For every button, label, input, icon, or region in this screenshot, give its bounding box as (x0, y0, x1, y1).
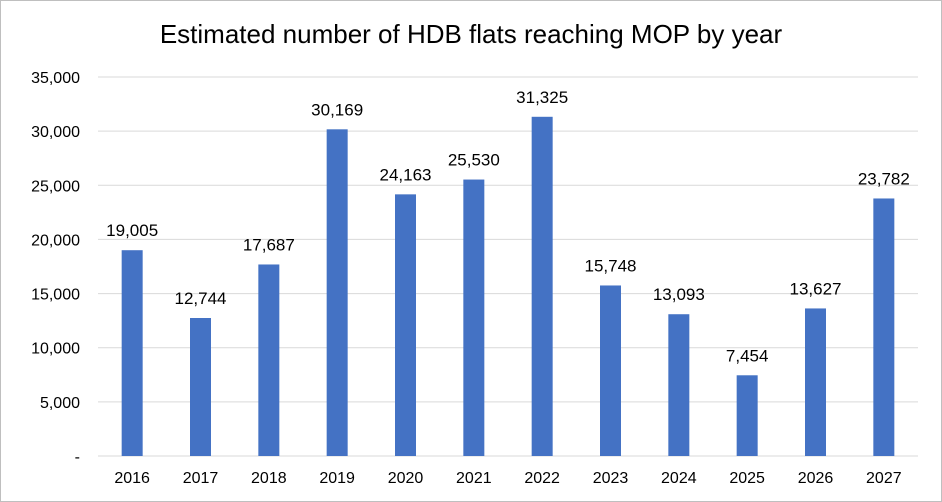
x-axis-ticks: 2016 2017 2018 2019 2020 2021 2022 2023 2024 2025… (114, 470, 901, 487)
y-tick-label: - (75, 449, 80, 466)
bar-2017 (190, 318, 211, 456)
bar-2023 (600, 285, 621, 456)
data-label-2021: 25,530 (448, 151, 500, 170)
data-label-2023: 15,748 (585, 256, 637, 275)
y-tick-label: 35,000 (31, 70, 80, 87)
x-tick-label: 2019 (319, 470, 355, 487)
y-tick-label: 10,000 (31, 341, 80, 358)
bar-2026 (805, 308, 826, 456)
x-tick-label: 2021 (456, 470, 492, 487)
bar-2021 (463, 179, 485, 456)
y-tick-label: 5,000 (40, 395, 80, 412)
data-labels: 19,005 12,744 17,687 30,169 24,163 25,530 31,3… (106, 88, 910, 365)
bar-2027 (873, 198, 895, 456)
x-tick-label: 2022 (524, 470, 560, 487)
x-tick-label: 2027 (866, 470, 902, 487)
data-label-2018: 17,687 (243, 235, 295, 254)
x-tick-label: 2025 (729, 470, 765, 487)
data-label-2016: 19,005 (106, 221, 158, 240)
bar-2018 (258, 264, 280, 456)
y-tick-label: 30,000 (31, 124, 80, 141)
data-label-2027: 23,782 (858, 169, 910, 188)
bar-2022 (531, 116, 553, 457)
data-label-2025: 7,454 (726, 346, 769, 365)
bar-2016 (121, 250, 143, 456)
x-tick-label: 2026 (798, 470, 834, 487)
y-tick-label: 15,000 (31, 287, 80, 304)
x-tick-label: 2016 (114, 470, 150, 487)
x-tick-label: 2018 (251, 470, 287, 487)
y-tick-label: 25,000 (31, 178, 80, 195)
data-label-2017: 12,744 (175, 289, 227, 308)
bar-2025 (736, 375, 758, 456)
x-tick-label: 2024 (661, 470, 697, 487)
x-tick-label: 2023 (593, 470, 629, 487)
y-axis-ticks: - 5,000 10,000 15,000 20,000 25,000 30,000 35,0… (31, 70, 80, 466)
x-tick-label: 2017 (183, 470, 219, 487)
data-label-2026: 13,627 (790, 279, 842, 298)
bar-2020 (395, 194, 416, 456)
bars (121, 116, 895, 457)
bar-2019 (326, 129, 348, 456)
data-label-2020: 24,163 (380, 165, 432, 184)
gridlines (98, 76, 918, 457)
y-tick-label: 20,000 (31, 232, 80, 249)
x-tick-label: 2020 (388, 470, 424, 487)
chart-title: Estimated number of HDB flats reaching M… (159, 19, 783, 49)
data-label-2022: 31,325 (516, 88, 568, 107)
data-label-2019: 30,169 (311, 100, 363, 119)
bar-2024 (668, 314, 690, 456)
data-label-2024: 13,093 (653, 285, 705, 304)
